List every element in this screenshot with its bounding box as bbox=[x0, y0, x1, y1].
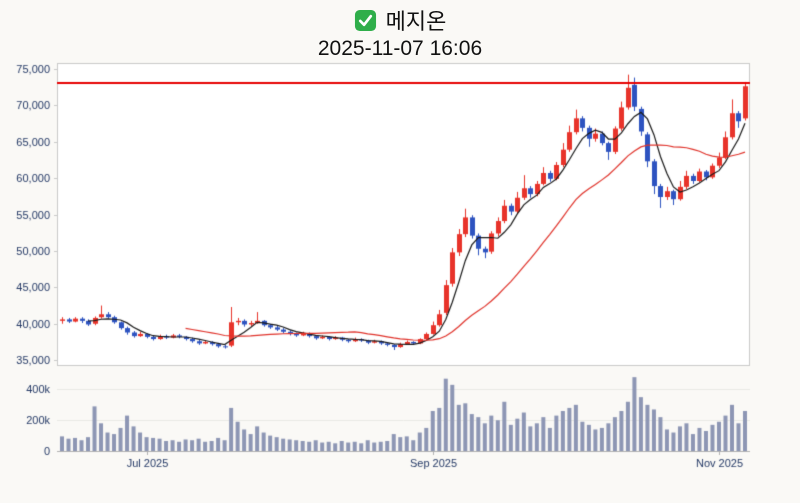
stock-chart-canvas bbox=[0, 61, 800, 503]
stock-title: 메지온 bbox=[385, 9, 447, 34]
chart-header: 메지온 2025-11-07 16:06 bbox=[0, 0, 800, 61]
green-checkbox-icon bbox=[354, 9, 377, 32]
chart-timestamp: 2025-11-07 16:06 bbox=[317, 37, 483, 60]
title-row: 메지온 bbox=[0, 4, 800, 36]
